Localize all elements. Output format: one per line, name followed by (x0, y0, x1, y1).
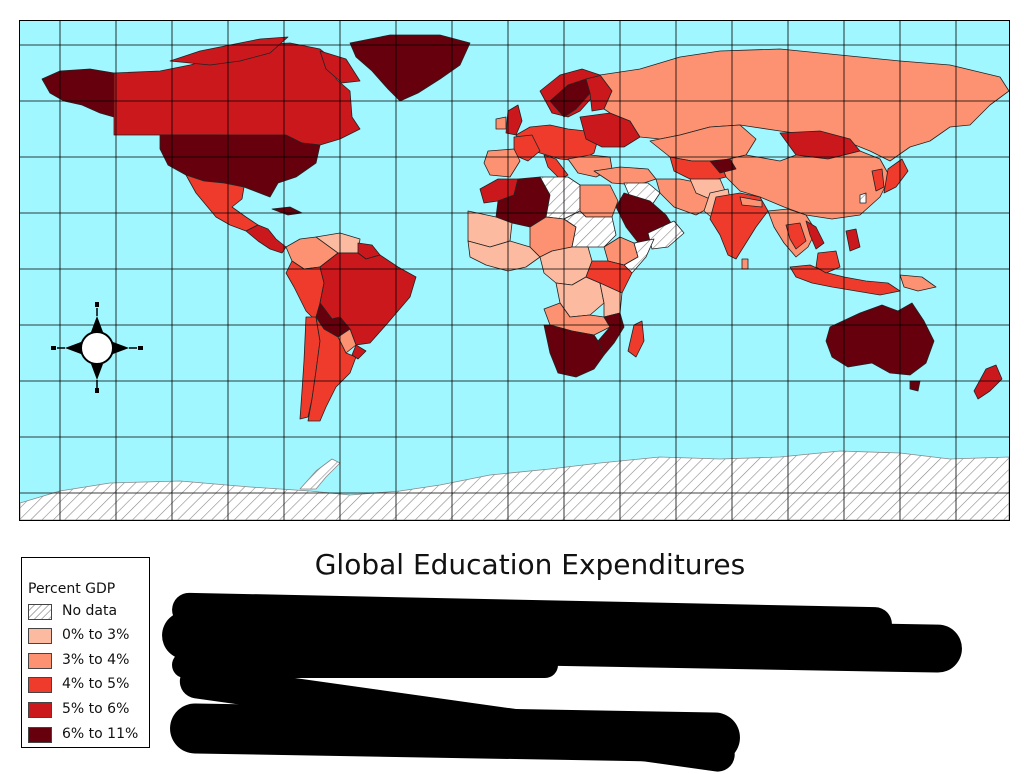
region-philippines[interactable] (845, 228, 861, 252)
region-sudan[interactable] (563, 210, 617, 248)
color-swatch (28, 702, 52, 718)
legend-item-4-5: 4% to 5% (28, 675, 148, 695)
color-swatch (28, 653, 52, 669)
region-sri-lanka[interactable] (741, 258, 749, 270)
north-arrow-compass-icon (51, 302, 143, 393)
region-greenland[interactable] (349, 34, 471, 102)
legend-label: 3% to 4% (62, 652, 130, 668)
legend-label: 4% to 5% (62, 676, 130, 692)
region-australia[interactable] (825, 302, 935, 376)
region-west-africa[interactable] (467, 240, 541, 272)
region-mozambique[interactable] (597, 312, 625, 356)
region-uruguay[interactable] (351, 344, 367, 360)
graticule (20, 21, 1009, 520)
region-korea[interactable] (871, 168, 885, 192)
legend-label: 0% to 3% (62, 627, 130, 643)
legend-item-0-3: 0% to 3% (28, 626, 148, 646)
legend-item-no-data: No data (28, 602, 148, 622)
world-map (19, 20, 1010, 521)
map-title: Global Education Expenditures (314, 548, 746, 581)
region-taiwan[interactable] (859, 192, 867, 204)
region-borneo[interactable] (815, 250, 841, 274)
region-usa[interactable] (159, 134, 321, 198)
region-new-zealand[interactable] (973, 364, 1003, 400)
region-madagascar[interactable] (627, 320, 645, 358)
region-kyrgyz[interactable] (709, 158, 737, 174)
legend-item-6-11: 6% to 11% (28, 725, 148, 745)
region-southern-africa[interactable] (543, 324, 605, 378)
region-png[interactable] (899, 274, 937, 292)
legend: Percent GDP No data 0% to 3% 3% to 4% 4%… (21, 557, 150, 748)
region-mexico[interactable] (185, 174, 259, 232)
region-nepal[interactable] (739, 196, 763, 208)
color-swatch (28, 727, 52, 743)
legend-label: 5% to 6% (62, 701, 130, 717)
region-vietnam[interactable] (805, 220, 825, 250)
legend-label: 6% to 11% (62, 726, 139, 742)
region-iberia[interactable] (483, 148, 521, 178)
region-thailand[interactable] (785, 222, 807, 250)
map-canvas (20, 21, 1009, 520)
legend-item-3-4: 3% to 4% (28, 651, 148, 671)
color-swatch (28, 677, 52, 693)
region-antarctica (20, 450, 1009, 520)
region-uk[interactable] (505, 104, 523, 136)
hatch-swatch-icon (28, 604, 52, 620)
region-argentina[interactable] (307, 316, 357, 422)
region-india[interactable] (709, 192, 769, 260)
color-swatch (28, 628, 52, 644)
region-tasmania[interactable] (909, 380, 921, 392)
legend-item-5-6: 5% to 6% (28, 700, 148, 720)
legend-title: Percent GDP (28, 581, 116, 597)
legend-label: No data (62, 603, 118, 619)
region-egypt[interactable] (579, 184, 619, 218)
region-arctic-islands[interactable] (169, 36, 289, 66)
region-ireland[interactable] (495, 116, 507, 130)
